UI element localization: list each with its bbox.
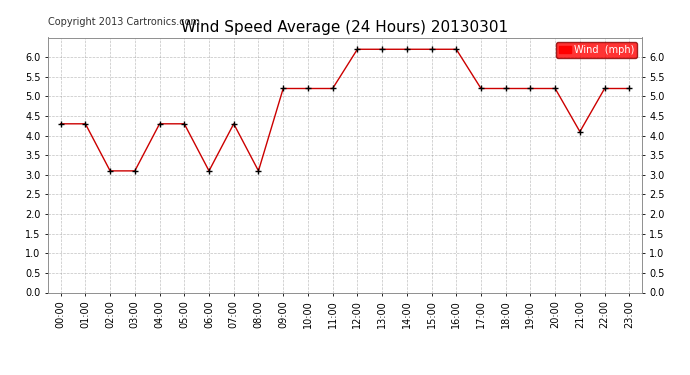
Text: Copyright 2013 Cartronics.com: Copyright 2013 Cartronics.com <box>48 17 200 27</box>
Title: Wind Speed Average (24 Hours) 20130301: Wind Speed Average (24 Hours) 20130301 <box>181 20 509 35</box>
Legend: Wind  (mph): Wind (mph) <box>556 42 637 58</box>
